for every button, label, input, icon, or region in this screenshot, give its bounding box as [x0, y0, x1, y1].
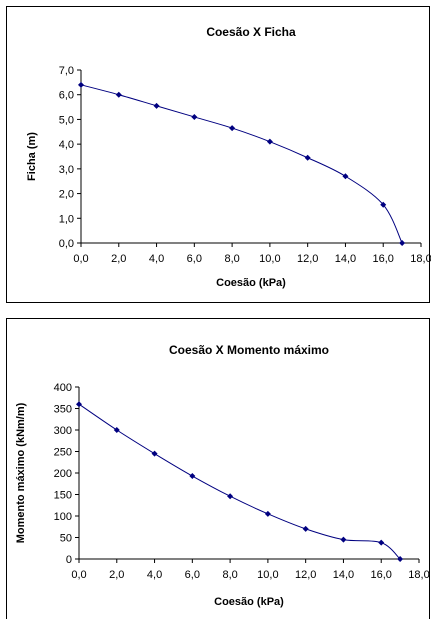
- y-axis-label: Ficha (m): [26, 132, 38, 181]
- chart-title: Coesão X Momento máximo: [169, 343, 329, 357]
- x-tick-label: 0,0: [73, 253, 88, 265]
- x-tick-label: 16,0: [373, 253, 394, 265]
- data-point-marker: [151, 450, 158, 457]
- y-tick-label: 5,0: [59, 114, 74, 126]
- x-tick-label: 14,0: [335, 253, 356, 265]
- x-tick-label: 18,0: [408, 569, 429, 581]
- x-tick-label: 4,0: [149, 253, 164, 265]
- y-tick-label: 3,0: [59, 164, 74, 176]
- y-tick-label: 6,0: [59, 90, 74, 102]
- x-tick-label: 18,0: [410, 253, 431, 265]
- y-tick-label: 1,0: [59, 213, 74, 225]
- x-tick-label: 10,0: [259, 253, 280, 265]
- y-tick-label: 7,0: [59, 65, 74, 77]
- data-point-marker: [378, 539, 385, 546]
- series-line: [80, 84, 403, 244]
- x-tick-label: 14,0: [333, 569, 354, 581]
- y-tick-label: 200: [54, 468, 72, 480]
- x-tick-label: 6,0: [187, 253, 202, 265]
- data-point-marker: [76, 401, 82, 408]
- data-point-marker: [229, 125, 236, 132]
- x-tick-label: 2,0: [111, 253, 126, 265]
- y-tick-label: 4,0: [59, 139, 74, 151]
- x-axis-label: Coesão (kPa): [214, 596, 284, 608]
- y-tick-label: 150: [54, 490, 72, 502]
- x-tick-label: 2,0: [109, 569, 124, 581]
- chart-ficha: Coesão X Ficha 0,0 2,0 4,0 6,0 8,0 10,0 12,0 14,…: [26, 25, 431, 289]
- data-point-marker: [113, 427, 120, 433]
- chart-panel-ficha: Coesão X Ficha 0,0 2,0 4,0 6,0 8,0 10,0 12,0 14,…: [6, 6, 431, 303]
- data-point-marker: [264, 510, 271, 517]
- y-tick-label: 2,0: [59, 189, 74, 201]
- y-tick-label: 350: [54, 404, 72, 416]
- y-tick-label: 0,0: [59, 238, 74, 250]
- x-tick-label: 12,0: [295, 569, 316, 581]
- y-tick-label: 50: [60, 533, 72, 545]
- x-tick-label: 6,0: [185, 569, 200, 581]
- y-tick-label: 100: [54, 511, 72, 523]
- x-tick-label: 0,0: [71, 569, 86, 581]
- data-point-marker: [153, 102, 160, 109]
- x-tick-label: 8,0: [222, 569, 237, 581]
- x-axis-label: Coesão (kPa): [216, 277, 286, 289]
- y-tick-label: 0: [66, 554, 72, 566]
- x-tick-label: 10,0: [257, 569, 278, 581]
- data-point-marker: [340, 536, 347, 543]
- chart-title: Coesão X Ficha: [206, 25, 296, 39]
- data-point-marker: [302, 525, 309, 532]
- data-point-marker: [191, 113, 198, 120]
- x-tick-label: 12,0: [297, 253, 318, 265]
- data-point-marker: [189, 473, 196, 480]
- x-tick-label: 8,0: [224, 253, 239, 265]
- data-point-marker: [397, 556, 404, 562]
- y-tick-label: 400: [54, 382, 72, 394]
- data-point-marker: [304, 154, 311, 161]
- y-tick-label: 300: [54, 425, 72, 437]
- data-point-marker: [266, 138, 273, 145]
- chart-momento: Coesão X Momento máximo 0,0 2,0 4,0 6,0 8,0 10…: [15, 343, 430, 608]
- data-point-marker: [227, 493, 234, 500]
- chart-panel-momento: Coesão X Momento máximo 0,0 2,0 4,0 6,0 8,0 10…: [6, 318, 430, 619]
- x-tick-label: 4,0: [147, 569, 162, 581]
- data-point-marker: [78, 81, 84, 88]
- data-point-marker: [399, 240, 406, 246]
- y-axis-label: Momento máximo (kNm/m): [15, 402, 27, 543]
- x-tick-label: 16,0: [371, 569, 392, 581]
- y-tick-label: 250: [54, 447, 72, 459]
- series-line: [78, 403, 401, 560]
- data-point-marker: [115, 91, 122, 98]
- data-point-marker: [342, 173, 349, 180]
- data-point-marker: [380, 201, 387, 208]
